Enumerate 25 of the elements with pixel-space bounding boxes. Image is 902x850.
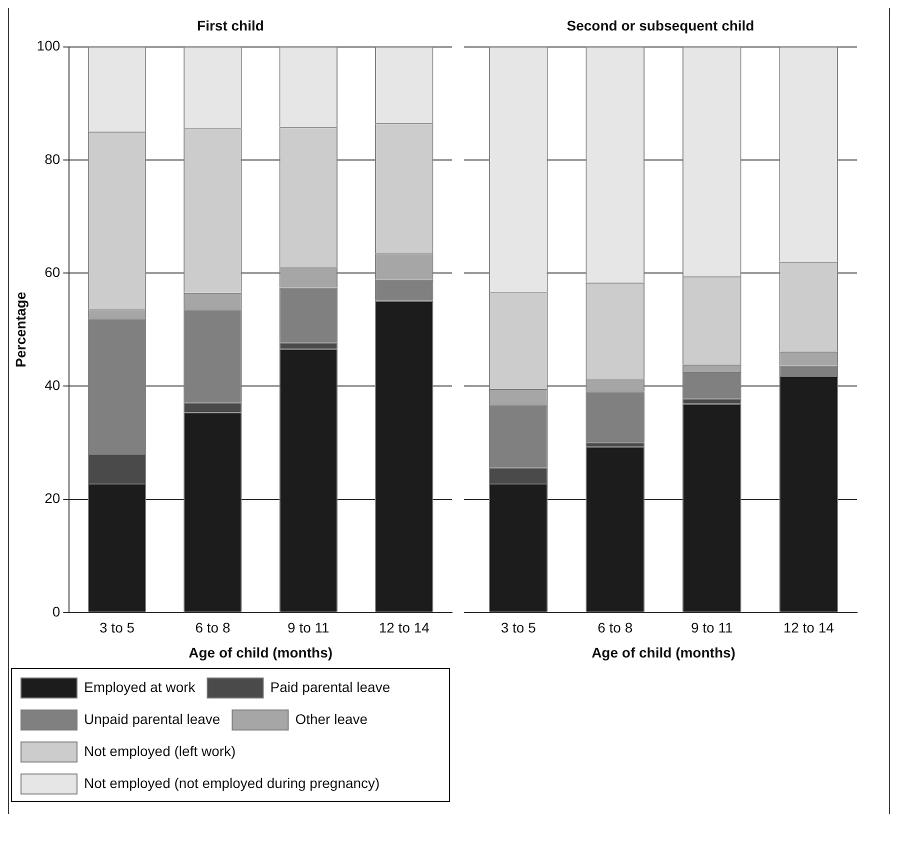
y-tick-label: 60 — [44, 264, 60, 280]
chart-title: First child — [197, 17, 264, 34]
x-tick-label: 6 to 8 — [195, 620, 230, 636]
y-tick-label: 100 — [36, 38, 60, 54]
x-tick-label: 3 to 5 — [500, 620, 536, 636]
x-axis-title: Age of child (months) — [592, 644, 736, 660]
x-tick-label: 12 to 14 — [783, 620, 834, 636]
legend-label: Other leave — [295, 710, 368, 727]
y-axis-title: Percentage — [12, 292, 28, 368]
chart-title: Second or subsequent child — [566, 17, 754, 34]
legend-label: Not employed (not employed during pregnancy) — [84, 774, 380, 791]
y-tick-label: 0 — [52, 603, 60, 620]
x-tick-label: 9 to 11 — [288, 620, 330, 636]
x-tick-label: 9 to 11 — [690, 620, 733, 636]
x-tick-label: 6 to 8 — [598, 620, 633, 636]
x-axis-title: Age of child (months) — [188, 644, 333, 660]
y-tick-label: 40 — [44, 377, 60, 394]
legend-label: Paid parental leave — [270, 678, 390, 695]
legend-label: Not employed (left work) — [84, 742, 236, 759]
legend-label: Employed at work — [84, 678, 196, 695]
legend-label: Unpaid parental leave — [84, 710, 220, 727]
x-tick-label: 3 to 5 — [100, 620, 135, 636]
y-tick-label: 80 — [44, 150, 60, 167]
x-tick-label: 12 to 14 — [378, 620, 430, 636]
y-tick-label: 20 — [44, 490, 60, 506]
